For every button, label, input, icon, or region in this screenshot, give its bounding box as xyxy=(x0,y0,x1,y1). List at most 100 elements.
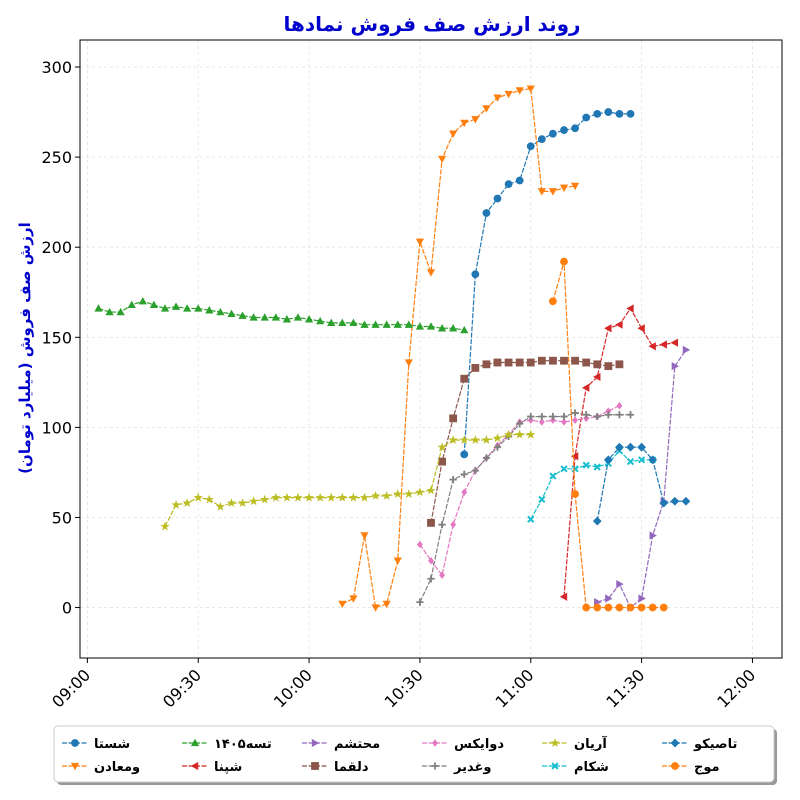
data-point xyxy=(260,313,269,321)
data-point xyxy=(338,318,347,327)
data-point xyxy=(538,495,546,504)
data-point xyxy=(171,500,181,509)
legend-label: شکام xyxy=(574,760,609,775)
legend-label: شستا xyxy=(94,737,130,752)
data-point xyxy=(649,531,657,540)
data-point xyxy=(404,359,413,367)
y-tick-label: 150 xyxy=(41,328,72,347)
legend-label: آریان xyxy=(574,735,607,752)
data-point xyxy=(460,470,468,478)
legend-entry: آریان xyxy=(542,735,607,752)
data-point xyxy=(227,309,236,318)
data-point xyxy=(593,109,602,118)
data-point xyxy=(681,496,691,506)
data-point xyxy=(671,362,680,371)
data-point xyxy=(560,465,568,473)
data-point xyxy=(549,297,557,306)
data-point xyxy=(304,492,314,502)
data-point xyxy=(471,116,480,124)
data-point xyxy=(648,342,656,351)
data-point xyxy=(360,320,369,328)
data-point xyxy=(194,304,203,312)
data-point xyxy=(582,603,591,612)
data-point xyxy=(527,412,535,421)
data-point xyxy=(461,488,468,496)
data-point xyxy=(615,411,624,419)
data-point xyxy=(415,487,425,497)
data-point xyxy=(449,476,457,484)
y-tick-label: 300 xyxy=(41,58,72,77)
plot-frame xyxy=(79,39,783,659)
data-point xyxy=(482,209,491,217)
data-point xyxy=(549,129,557,138)
data-point xyxy=(249,496,259,506)
data-point xyxy=(549,412,557,421)
y-tick-label: 250 xyxy=(41,148,72,167)
x-tick-label: 11:30 xyxy=(602,665,648,711)
data-point xyxy=(370,490,381,500)
legend-marker xyxy=(190,738,200,747)
legend-entry: وغدیر xyxy=(422,760,491,775)
data-point xyxy=(204,494,214,504)
legend-label: وغدیر xyxy=(453,760,491,775)
data-point xyxy=(626,603,635,612)
data-point xyxy=(326,492,336,502)
data-point xyxy=(316,316,325,325)
data-point xyxy=(603,455,613,465)
data-point xyxy=(183,304,192,312)
y-axis-label: ارزش صف فروش (میلیارد تومان) xyxy=(16,222,34,474)
data-point xyxy=(593,372,601,382)
data-point xyxy=(393,320,402,328)
data-point xyxy=(127,300,136,309)
data-point xyxy=(460,374,469,383)
legend-label: محتشم xyxy=(334,737,380,752)
data-point xyxy=(460,119,469,128)
legend-label: دوایکس xyxy=(454,737,504,752)
x-tick-label: 12:00 xyxy=(713,665,759,711)
data-point xyxy=(615,442,624,452)
data-point xyxy=(638,594,646,603)
legend-marker xyxy=(71,739,79,747)
x-tick-label: 09:30 xyxy=(159,665,205,711)
data-point xyxy=(271,492,281,502)
y-tick-label: 200 xyxy=(41,238,72,257)
data-point xyxy=(282,492,292,502)
data-point xyxy=(482,360,491,369)
data-point xyxy=(460,450,469,459)
data-point xyxy=(382,490,392,500)
data-point xyxy=(260,494,270,504)
data-point xyxy=(426,485,436,495)
data-point xyxy=(360,532,369,540)
data-point xyxy=(359,492,370,502)
data-point xyxy=(238,311,247,319)
legend-entry: تاصیکو xyxy=(662,737,737,752)
data-point xyxy=(572,416,578,424)
data-point xyxy=(416,598,424,606)
y-tick-label: 100 xyxy=(41,418,72,437)
series-12 xyxy=(549,257,668,612)
data-point xyxy=(593,463,601,471)
data-point xyxy=(415,238,425,247)
data-point xyxy=(537,356,546,365)
series-line xyxy=(463,111,631,455)
data-point xyxy=(349,318,358,327)
data-point xyxy=(460,325,469,334)
legend-entry: دلقما xyxy=(302,760,369,775)
data-point xyxy=(659,340,667,349)
data-point xyxy=(304,315,314,323)
data-point xyxy=(348,492,359,502)
legend-box xyxy=(53,725,775,783)
data-point xyxy=(427,518,435,527)
data-point xyxy=(171,302,181,310)
series-line xyxy=(98,300,465,331)
data-point xyxy=(604,603,613,612)
data-point xyxy=(327,318,336,327)
data-point xyxy=(570,452,579,461)
data-point xyxy=(504,358,513,367)
data-point xyxy=(638,456,646,464)
data-point xyxy=(526,358,535,367)
data-point xyxy=(271,313,280,321)
data-point xyxy=(626,458,635,466)
data-point xyxy=(160,304,170,312)
data-point xyxy=(582,358,591,367)
